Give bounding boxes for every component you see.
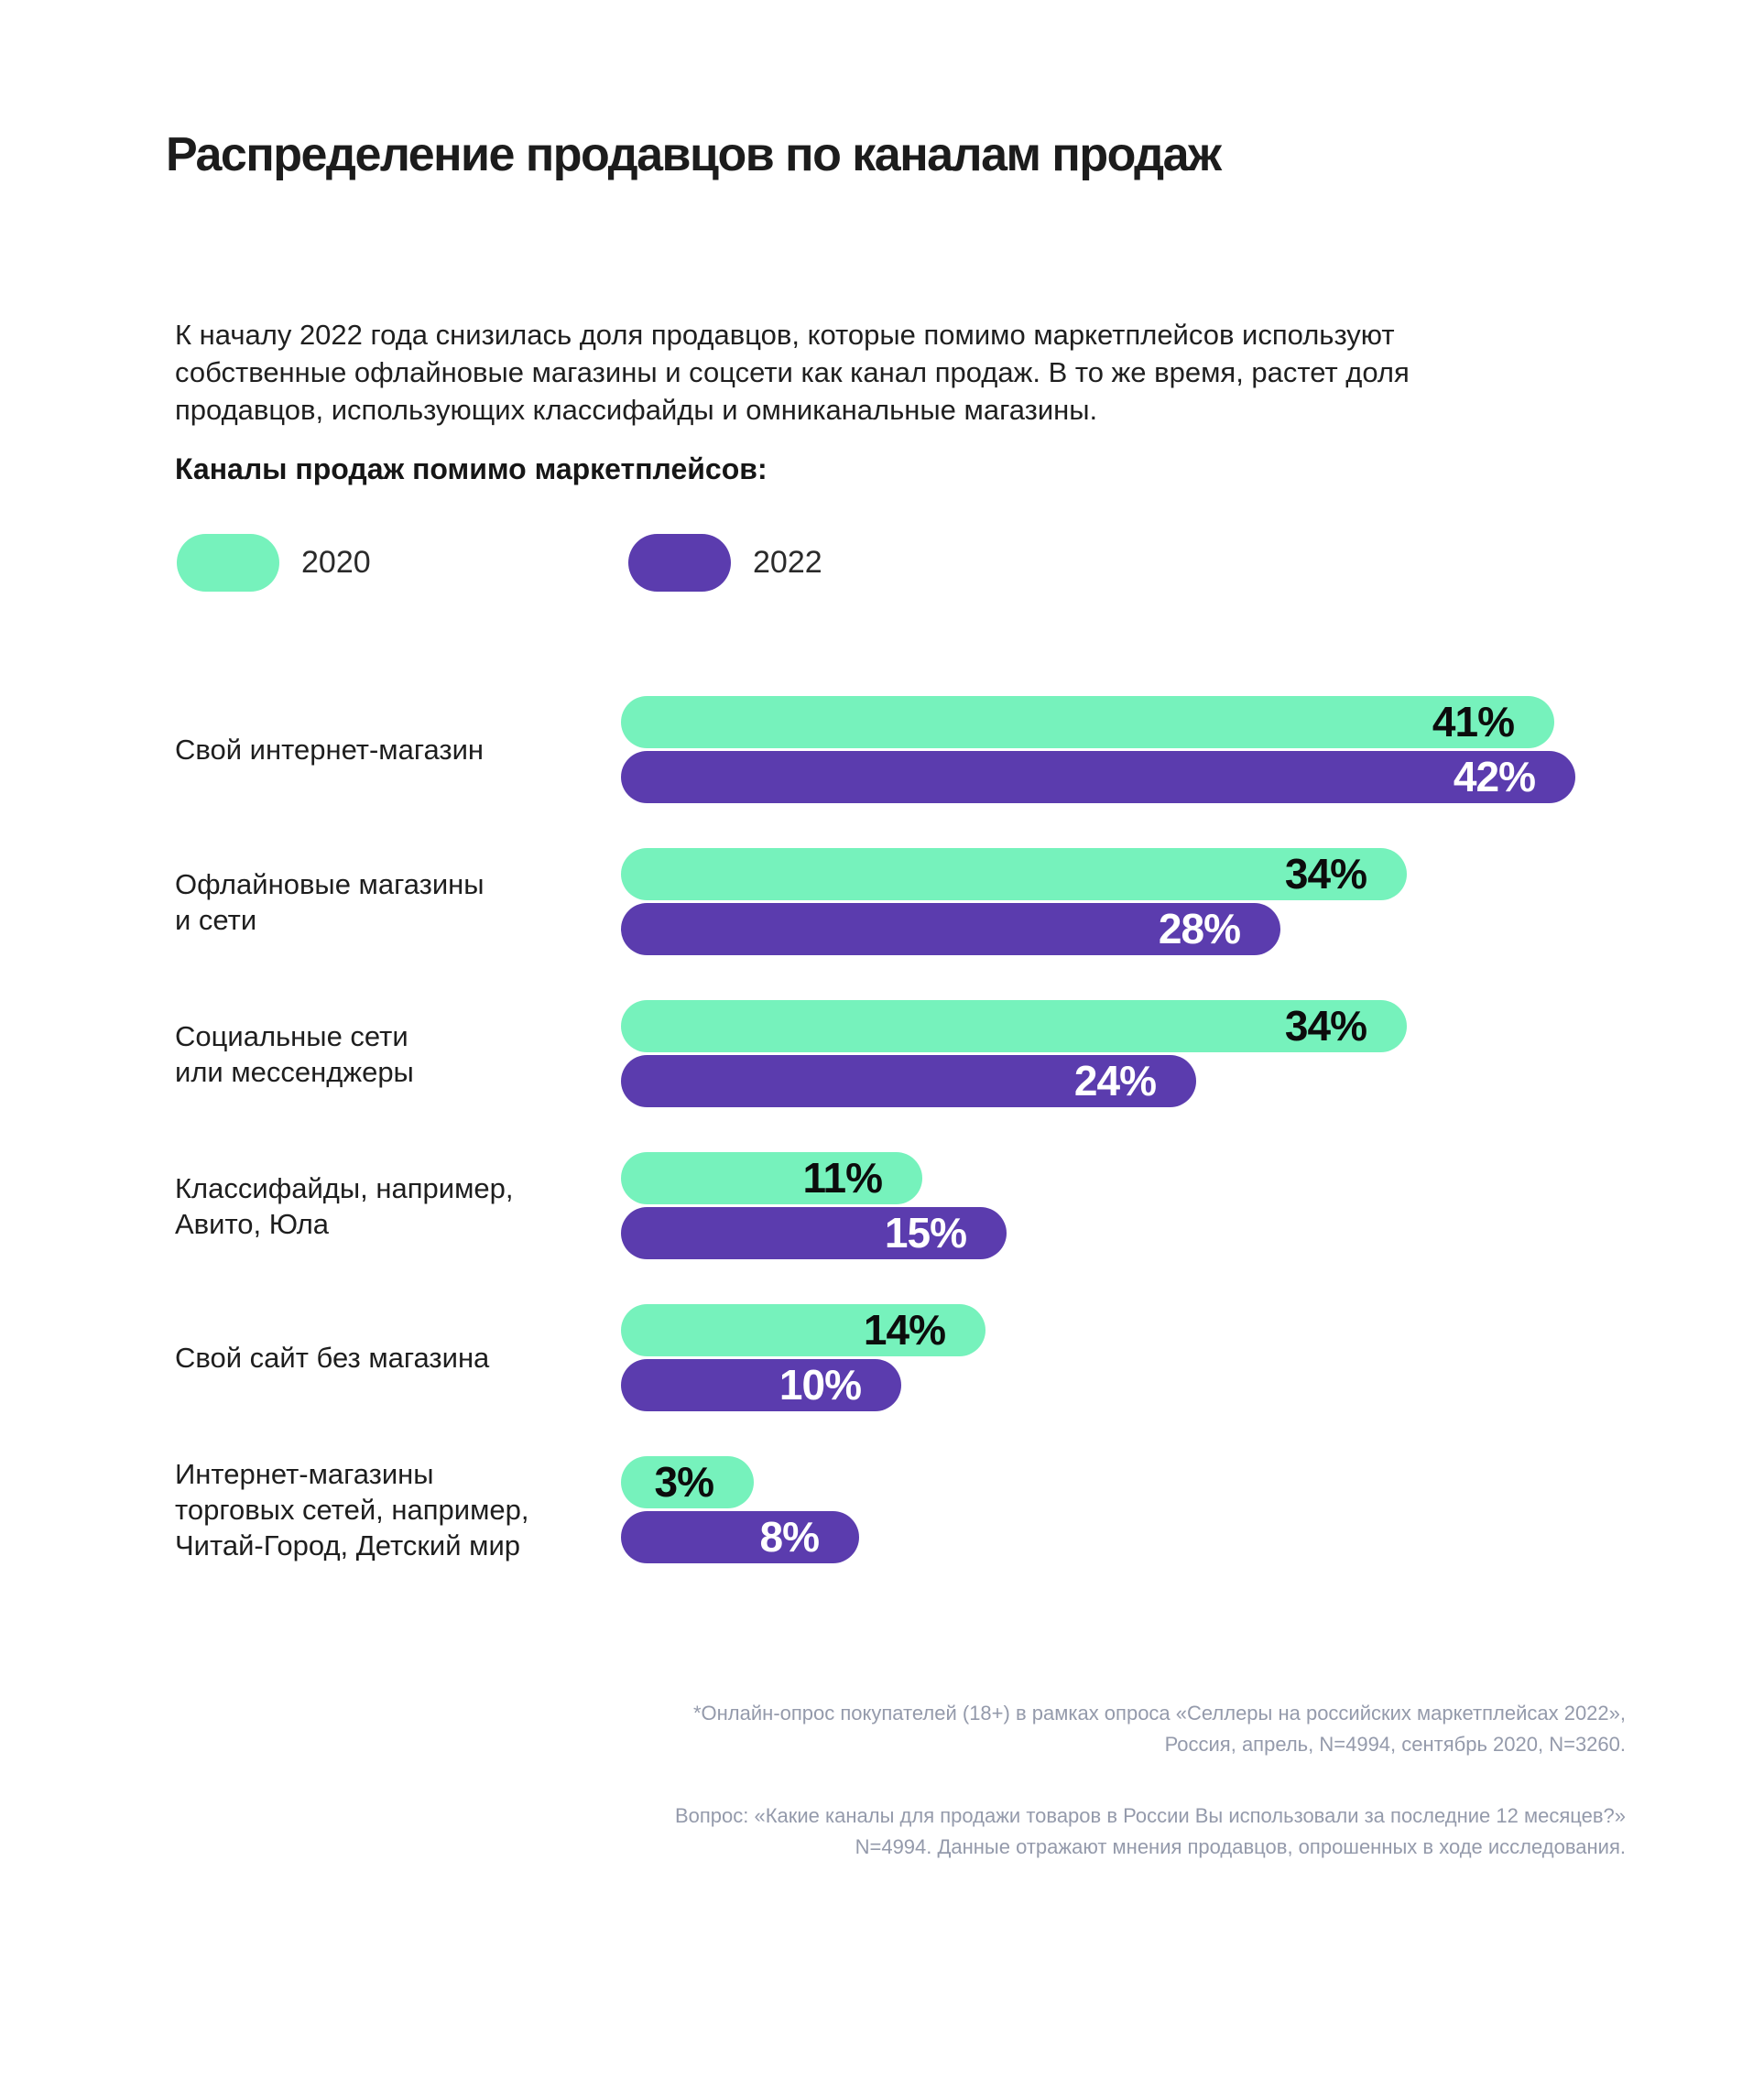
chart-row: Интернет-магазины торговых сетей, наприм… <box>175 1456 859 1563</box>
section-label: Каналы продаж помимо маркетплейсов: <box>175 452 768 485</box>
value-label: 11% <box>802 1154 883 1202</box>
bar-group: 11% 15% <box>621 1152 1007 1259</box>
category-label: Интернет-магазины торговых сетей, наприм… <box>175 1458 529 1561</box>
bar-group: 41% 42% <box>621 696 1575 803</box>
value-label: 10% <box>779 1361 862 1409</box>
footnote-source: *Онлайн-опрос покупателей (18+) в рамках… <box>692 1702 1626 1756</box>
bar-group: 34% 28% <box>621 848 1407 955</box>
bar-2022: 8% <box>621 1511 859 1563</box>
value-label: 42% <box>1453 753 1536 800</box>
legend-swatch-2020-icon <box>177 534 279 592</box>
chart-row: Свой интернет-магазин 41% 42% <box>175 696 1575 803</box>
value-label: 8% <box>759 1513 820 1561</box>
value-label: 28% <box>1158 905 1241 952</box>
bar-2022: 15% <box>621 1207 1007 1259</box>
legend-item-2022: 2022 <box>628 534 822 592</box>
footnotes: *Онлайн-опрос покупателей (18+) в рамках… <box>435 1698 1626 1863</box>
bar-group: 34% 24% <box>621 1000 1407 1107</box>
category-label: Офлайновые магазины и сети <box>175 867 485 936</box>
bar-2022: 42% <box>621 751 1575 803</box>
bar-2020: 3% <box>621 1456 754 1508</box>
chart-row: Свой сайт без магазина 14% 10% <box>175 1304 985 1411</box>
page-title: Распределение продавцов по каналам прода… <box>166 127 1222 181</box>
value-label: 34% <box>1284 850 1367 898</box>
value-label: 14% <box>863 1306 946 1354</box>
bar-2020: 11% <box>621 1152 922 1204</box>
bar-2020: 14% <box>621 1304 985 1356</box>
bar-2020: 34% <box>621 848 1407 900</box>
value-label: 41% <box>1432 698 1515 745</box>
bar-2022: 24% <box>621 1055 1196 1107</box>
category-label: Свой сайт без магазина <box>175 1342 490 1374</box>
value-label: 15% <box>884 1209 967 1257</box>
bar-2022: 10% <box>621 1359 901 1411</box>
chart-row: Социальные сети или мессенджеры 34% 24% <box>175 1000 1407 1107</box>
bar-2020: 41% <box>621 696 1554 748</box>
category-label: Свой интернет-магазин <box>175 734 485 766</box>
legend-label-2022: 2022 <box>753 545 822 580</box>
category-label: Социальные сети или мессенджеры <box>175 1019 414 1088</box>
value-label: 3% <box>654 1458 714 1506</box>
intro-text: К началу 2022 года снизилась доля продав… <box>175 319 1410 426</box>
category-label: Классифайды, например, Авито, Юла <box>175 1171 514 1240</box>
value-label: 24% <box>1073 1057 1157 1104</box>
bar-group: 3% 8% <box>621 1456 859 1563</box>
value-label: 34% <box>1284 1002 1367 1050</box>
legend-swatch-2022-icon <box>628 534 731 592</box>
legend-item-2020: 2020 <box>177 534 371 592</box>
bar-group: 14% 10% <box>621 1304 985 1411</box>
footnote-question: Вопрос: «Какие каналы для продажи товаро… <box>674 1804 1626 1858</box>
chart-row: Классифайды, например, Авито, Юла 11% 15% <box>175 1152 1007 1259</box>
legend-label-2020: 2020 <box>301 545 371 580</box>
chart-row: Офлайновые магазины и сети 34% 28% <box>175 848 1407 955</box>
bar-2020: 34% <box>621 1000 1407 1052</box>
bar-2022: 28% <box>621 903 1280 955</box>
